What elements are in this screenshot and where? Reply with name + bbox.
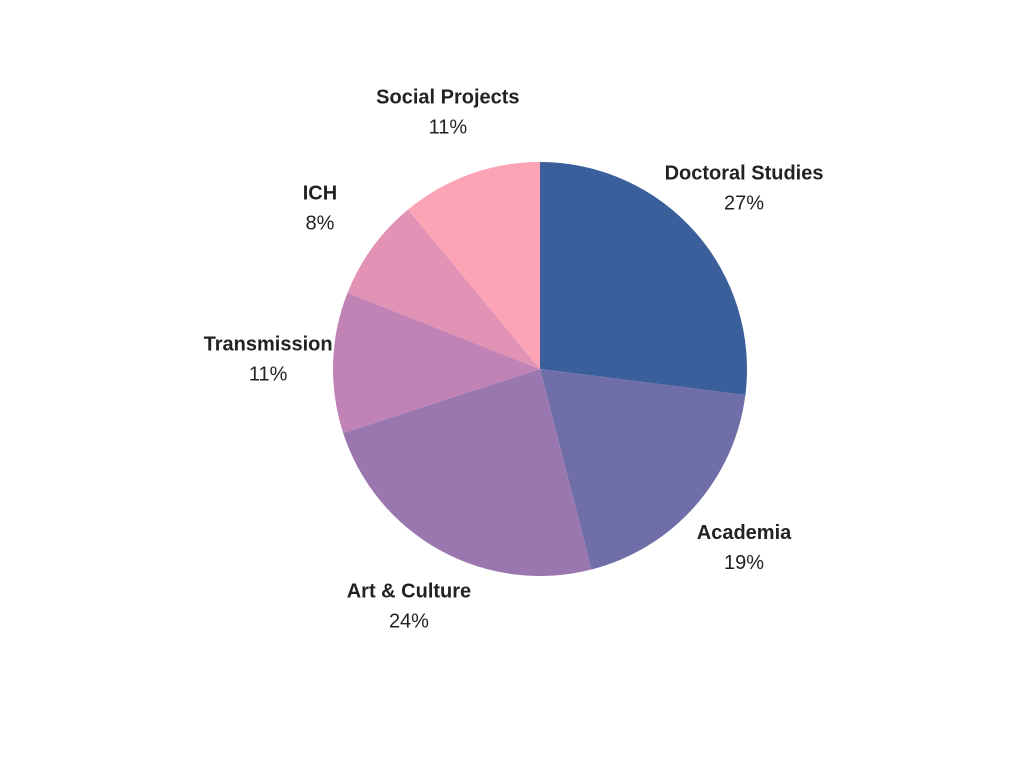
value-label: 24%	[389, 611, 429, 633]
value-label: 27%	[724, 192, 764, 214]
slice-label: Art & Culture	[347, 581, 471, 603]
value-label: 11%	[429, 116, 468, 138]
pie-slice	[343, 369, 592, 576]
slice-label: Social Projects	[376, 86, 519, 108]
pie-slice	[332, 292, 540, 433]
pie-slice	[408, 162, 540, 369]
pie-slice	[347, 209, 540, 369]
slice-label: Academia	[697, 522, 792, 544]
slice-label: ICH	[303, 182, 337, 204]
slice-label: Transmission	[204, 334, 333, 356]
pie-slice	[540, 369, 746, 570]
value-label: 19%	[724, 552, 764, 574]
value-label: 11%	[249, 364, 288, 386]
slice-label: Doctoral Studies	[665, 162, 824, 184]
pie-slice	[540, 162, 747, 395]
value-label: 8%	[305, 212, 334, 234]
